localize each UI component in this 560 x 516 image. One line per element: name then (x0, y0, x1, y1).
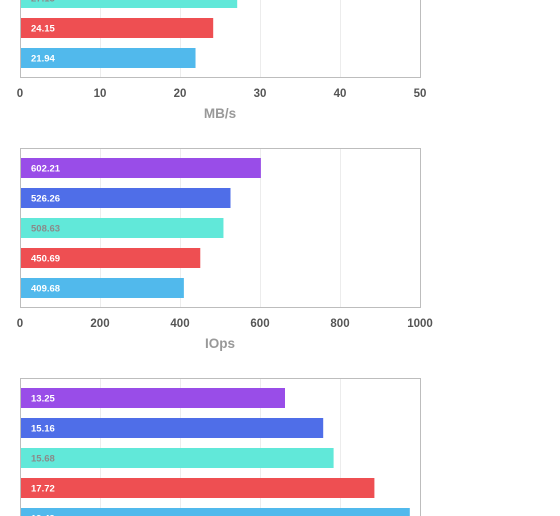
x-tick-label: 200 (90, 318, 109, 330)
x-tick-label: 400 (170, 318, 189, 330)
bar[interactable] (21, 0, 238, 8)
bar[interactable] (21, 158, 261, 178)
bar[interactable] (21, 508, 410, 516)
x-tick-label: 600 (250, 318, 269, 330)
x-tick-label: 0 (17, 318, 23, 330)
chart-3: 13.25 15.16 15.68 17.72 19.49 (20, 378, 421, 516)
data-label: 450.69 (31, 254, 60, 265)
data-label: 526.26 (31, 194, 60, 205)
x-tick-label: 20 (174, 88, 187, 100)
x-tick-label: 800 (330, 318, 349, 330)
data-label: 19.49 (31, 514, 55, 516)
x-axis-title: MB/s (204, 106, 236, 121)
data-label: 508.63 (31, 224, 60, 235)
data-label: 24.15 (31, 24, 55, 35)
data-label: 409.68 (31, 284, 60, 295)
bar[interactable] (21, 418, 324, 438)
x-tick-label: 1000 (407, 318, 433, 330)
data-label: 27.15 (31, 0, 55, 5)
chart-1: 27.15 24.15 21.94 0 10 20 30 40 50 MB/s (17, 0, 427, 121)
data-label: 17.72 (31, 484, 55, 495)
x-tick-label: 50 (414, 88, 427, 100)
x-tick-label: 30 (254, 88, 267, 100)
bar[interactable] (21, 188, 231, 208)
data-label: 602.21 (31, 164, 61, 175)
bar[interactable] (21, 218, 224, 238)
x-tick-label: 10 (94, 88, 107, 100)
bar[interactable] (21, 18, 214, 38)
x-tick-label: 40 (334, 88, 347, 100)
chart-2: 602.21 526.26 508.63 450.69 409.68 0 200 400 600… (17, 148, 433, 351)
data-label: 13.25 (31, 394, 55, 405)
bar[interactable] (21, 248, 201, 268)
data-label: 15.68 (31, 454, 55, 465)
bar[interactable] (21, 388, 285, 408)
data-label: 15.16 (31, 424, 55, 435)
data-label: 21.94 (31, 54, 55, 65)
bar[interactable] (21, 448, 334, 468)
bar[interactable] (21, 278, 184, 298)
bar[interactable] (21, 48, 196, 68)
bar[interactable] (21, 478, 375, 498)
x-tick-label: 0 (17, 88, 23, 100)
x-axis-title: IOps (205, 336, 235, 351)
